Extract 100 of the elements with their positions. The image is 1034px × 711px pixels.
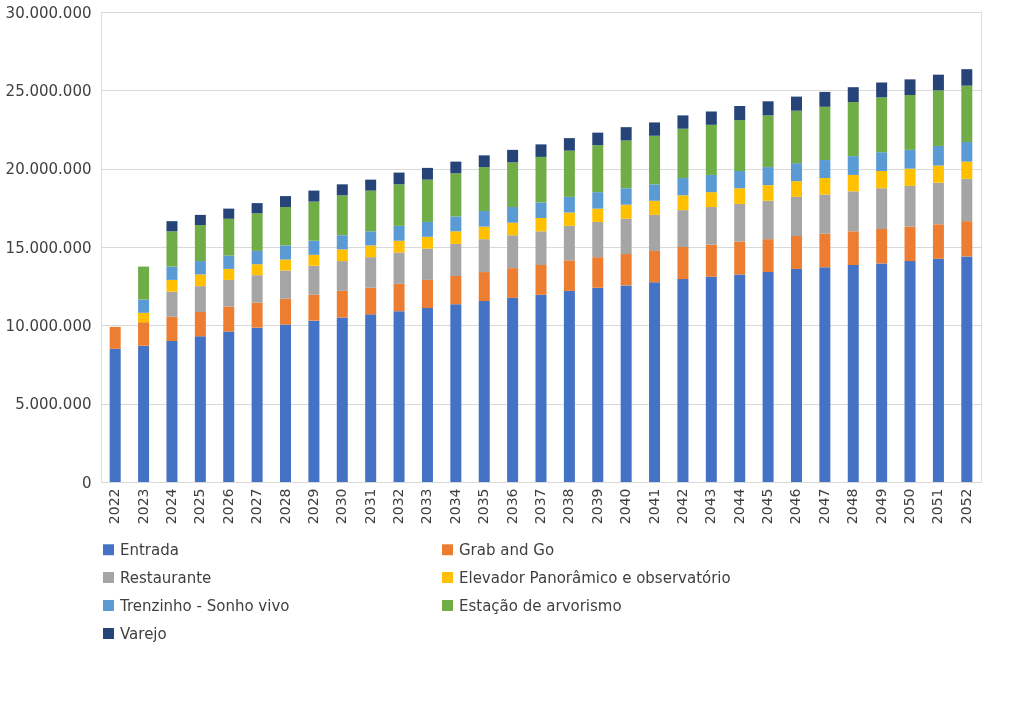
x-tick-label: 2025 xyxy=(191,488,208,525)
bar xyxy=(904,226,916,262)
bar xyxy=(223,218,235,256)
bar xyxy=(336,184,348,196)
bar xyxy=(734,274,746,482)
bar xyxy=(393,172,405,185)
bar xyxy=(876,188,888,229)
bar xyxy=(734,171,746,189)
bar xyxy=(109,348,121,482)
bar xyxy=(563,260,575,291)
bar xyxy=(762,272,774,482)
bar xyxy=(932,74,944,91)
bar xyxy=(535,218,547,232)
bar xyxy=(677,247,689,280)
x-tick-label: 2048 xyxy=(844,488,861,525)
bar xyxy=(336,261,348,291)
bar xyxy=(705,111,717,125)
bar xyxy=(109,326,121,349)
bar xyxy=(308,201,320,241)
y-tick-label: 20.000.000 xyxy=(5,160,92,179)
bar xyxy=(194,336,206,482)
bar xyxy=(393,252,405,284)
x-tick-label: 2051 xyxy=(929,488,946,525)
bar xyxy=(365,190,377,232)
bar xyxy=(961,85,973,143)
bar xyxy=(649,200,661,215)
bar xyxy=(421,167,433,180)
bar xyxy=(847,102,859,157)
bar xyxy=(677,210,689,247)
bar xyxy=(705,244,717,277)
y-tick-label: 30.000.000 xyxy=(5,3,92,22)
bar xyxy=(705,124,717,175)
bar xyxy=(308,240,320,255)
bar xyxy=(535,231,547,266)
bar xyxy=(677,128,689,179)
bar xyxy=(280,207,292,246)
x-tick-label: 2037 xyxy=(532,488,548,525)
bar xyxy=(138,312,150,323)
bar xyxy=(705,207,717,245)
bar xyxy=(819,160,831,179)
bar xyxy=(592,257,604,288)
bar xyxy=(790,110,802,164)
bar xyxy=(535,156,547,203)
bar xyxy=(450,173,462,217)
bar xyxy=(620,254,632,286)
bar xyxy=(961,142,973,162)
bar xyxy=(194,286,206,313)
bar xyxy=(592,287,604,482)
bar xyxy=(876,263,888,482)
bar xyxy=(507,149,519,163)
x-tick-label: 2032 xyxy=(390,488,407,525)
bar xyxy=(961,256,973,482)
bar xyxy=(535,294,547,482)
bar xyxy=(507,162,519,208)
bar xyxy=(421,236,433,249)
bar xyxy=(336,195,348,236)
bar xyxy=(393,184,405,226)
x-tick-label: 2033 xyxy=(418,488,435,525)
bar xyxy=(507,235,519,269)
x-tick-label: 2044 xyxy=(730,488,747,525)
bar xyxy=(734,120,746,172)
y-tick-label: 0 xyxy=(81,473,92,492)
legend-label: Trenzinho - Sonho vivo xyxy=(119,596,290,615)
bar xyxy=(904,261,916,482)
bar xyxy=(762,239,774,273)
bar xyxy=(620,218,632,255)
x-tick-label: 2043 xyxy=(702,488,719,525)
x-tick-label: 2045 xyxy=(759,488,776,525)
bar xyxy=(734,203,746,242)
bar xyxy=(166,279,178,292)
bar xyxy=(393,311,405,482)
bar xyxy=(166,316,178,341)
bar xyxy=(421,221,433,237)
bar xyxy=(592,208,604,222)
bar xyxy=(280,259,292,271)
bar xyxy=(450,216,462,232)
x-tick-label: 2038 xyxy=(560,488,577,525)
bar xyxy=(223,279,235,307)
bar xyxy=(705,276,717,482)
bar xyxy=(194,312,206,337)
bar xyxy=(790,163,802,182)
x-tick-label: 2026 xyxy=(219,488,236,525)
x-tick-label: 2042 xyxy=(673,488,690,525)
bar xyxy=(478,226,490,240)
bar xyxy=(535,144,547,157)
bar xyxy=(280,245,292,260)
bar xyxy=(592,192,604,209)
y-tick-label: 25.000.000 xyxy=(5,81,92,100)
bar xyxy=(677,279,689,482)
bar xyxy=(563,138,575,151)
bar xyxy=(762,101,774,116)
bar xyxy=(563,150,575,197)
bar xyxy=(251,203,263,214)
bar xyxy=(194,261,206,275)
legend-label: Restaurante xyxy=(120,568,212,587)
bar xyxy=(478,155,490,168)
bar xyxy=(393,225,405,241)
bar xyxy=(649,250,661,283)
bar xyxy=(166,266,178,280)
bar xyxy=(649,135,661,185)
